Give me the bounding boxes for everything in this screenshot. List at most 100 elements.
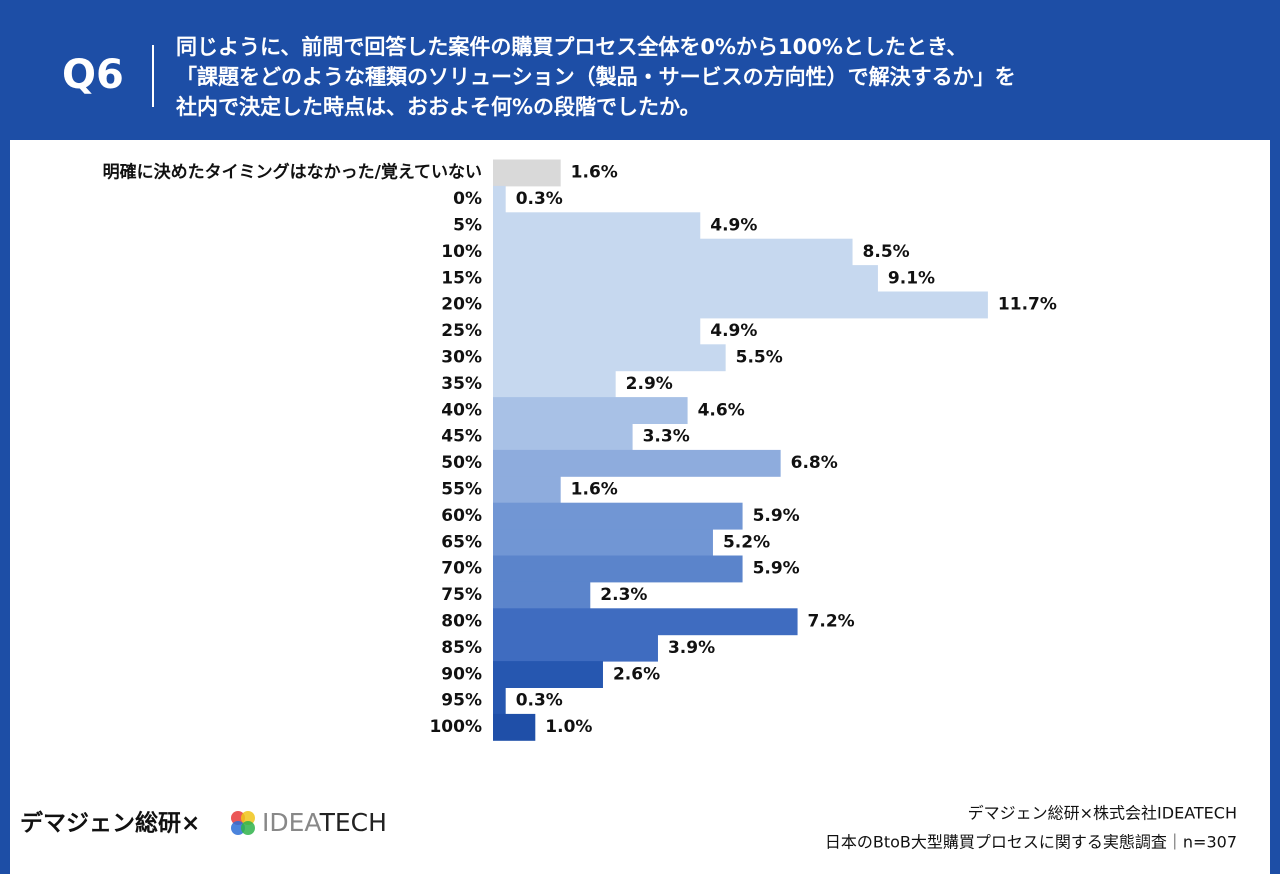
bar [493, 581, 591, 609]
value-label-bg [509, 690, 569, 711]
value-label-bg [716, 532, 777, 553]
value-label: 5.2% [723, 532, 770, 552]
value-label: 5.5% [736, 348, 783, 368]
value-label: 0.3% [516, 691, 563, 711]
value-label: 2.6% [613, 664, 660, 684]
value-label: 11.7% [998, 295, 1057, 315]
category-label: 明確に決めたタイミングはなかった/覚えていない [103, 162, 482, 183]
category-label: 15% [441, 268, 482, 288]
logo-part: IDEA [262, 808, 321, 837]
value-label-bg [704, 320, 764, 342]
bar [493, 476, 561, 504]
value-label: 4.9% [710, 216, 757, 236]
bar [493, 449, 781, 477]
bar [493, 185, 506, 213]
credit: デマジェン総研×株式会社IDEATECH [968, 804, 1237, 823]
value-label: 4.6% [698, 400, 745, 420]
bar [493, 159, 561, 187]
value-label: 3.3% [643, 427, 690, 447]
category-label: 90% [441, 664, 482, 684]
category-label: 65% [441, 532, 482, 552]
category-label: 95% [441, 691, 482, 711]
value-label: 1.0% [545, 717, 592, 737]
bar [493, 370, 616, 398]
question-line: 社内で決定した時点は、おおよそ何%の段階でしたか。 [175, 95, 701, 119]
category-label: 75% [441, 585, 482, 605]
bar [493, 291, 988, 319]
category-label: 70% [441, 559, 482, 579]
category-label: 50% [441, 453, 482, 473]
value-label: 2.9% [626, 374, 673, 394]
bar [493, 634, 658, 662]
value-label-bg [881, 268, 942, 289]
category-label: 100% [429, 717, 482, 737]
category-label: 35% [441, 374, 482, 394]
chart: 明確に決めたタイミングはなかった/覚えていない 1.6% 0% 0.3% 5% 4.9% 1… [103, 159, 1063, 741]
category-label: 20% [441, 295, 482, 315]
value-label-bg [729, 347, 789, 368]
value-label-bg [856, 241, 916, 263]
category-label: 30% [441, 348, 482, 368]
value-label: 7.2% [808, 612, 855, 632]
value-label-bg [509, 188, 569, 210]
value-label: 5.9% [753, 559, 800, 579]
bar [493, 423, 633, 451]
logo-part: TECH [319, 808, 387, 837]
brand: デマジェン総研× [20, 810, 200, 837]
value-label: 9.1% [888, 268, 935, 288]
bar [493, 529, 713, 556]
bar [493, 608, 798, 636]
bar [493, 713, 536, 741]
logo-text: IDEATECH [262, 808, 387, 837]
value-label-bg [704, 215, 764, 236]
badge: Q6 [62, 52, 124, 98]
value-label: 1.6% [571, 480, 618, 500]
category-label: 45% [441, 427, 482, 447]
value-label-bg [691, 400, 751, 421]
value-label: 8.5% [863, 242, 910, 262]
value-label-bg [619, 373, 679, 395]
value-label-bg [784, 452, 844, 474]
question-line: 「課題をどのような種類のソリューション（製品・サービスの方向性）で解決するか」を [176, 65, 1016, 89]
survey: 日本のBtoB大型購買プロセスに関する実態調査｜n=307 [825, 833, 1237, 852]
bar [493, 238, 853, 266]
value-label-bg [746, 558, 806, 579]
value-label: 5.9% [753, 506, 800, 526]
value-label-bg [564, 162, 624, 183]
value-label-bg [746, 505, 806, 527]
bar [493, 397, 688, 424]
bar [493, 265, 878, 292]
bar [493, 555, 743, 583]
value-label: 1.6% [571, 163, 618, 183]
bar [493, 212, 701, 240]
category-label: 85% [441, 638, 482, 658]
value-label-bg [564, 479, 624, 500]
question-line: 同じように、前問で回答した案件の購買プロセス全体を0%から100%としたとき、 [176, 35, 967, 59]
category-label: 55% [441, 480, 482, 500]
bar [493, 661, 603, 688]
category-label: 80% [441, 612, 482, 632]
value-label-bg [801, 611, 861, 632]
category-label: 40% [441, 400, 482, 420]
bar [493, 687, 506, 715]
bar [493, 317, 701, 345]
category-label: 60% [441, 506, 482, 526]
category-label: 5% [453, 216, 482, 236]
category-label: 10% [441, 242, 482, 262]
value-label-bg [594, 584, 654, 606]
value-label-bg [606, 664, 667, 685]
value-label-bg [636, 426, 696, 447]
value-label: 6.8% [791, 453, 838, 473]
value-label: 3.9% [668, 638, 715, 658]
value-label: 4.9% [710, 321, 757, 341]
logo-icon [231, 811, 255, 835]
category-label: 0% [453, 189, 482, 209]
value-label-bg [991, 294, 1063, 315]
value-label: 0.3% [516, 189, 563, 209]
value-label-bg [539, 716, 599, 738]
category-label: 25% [441, 321, 482, 341]
bar [493, 502, 743, 530]
value-label: 2.3% [600, 585, 647, 605]
